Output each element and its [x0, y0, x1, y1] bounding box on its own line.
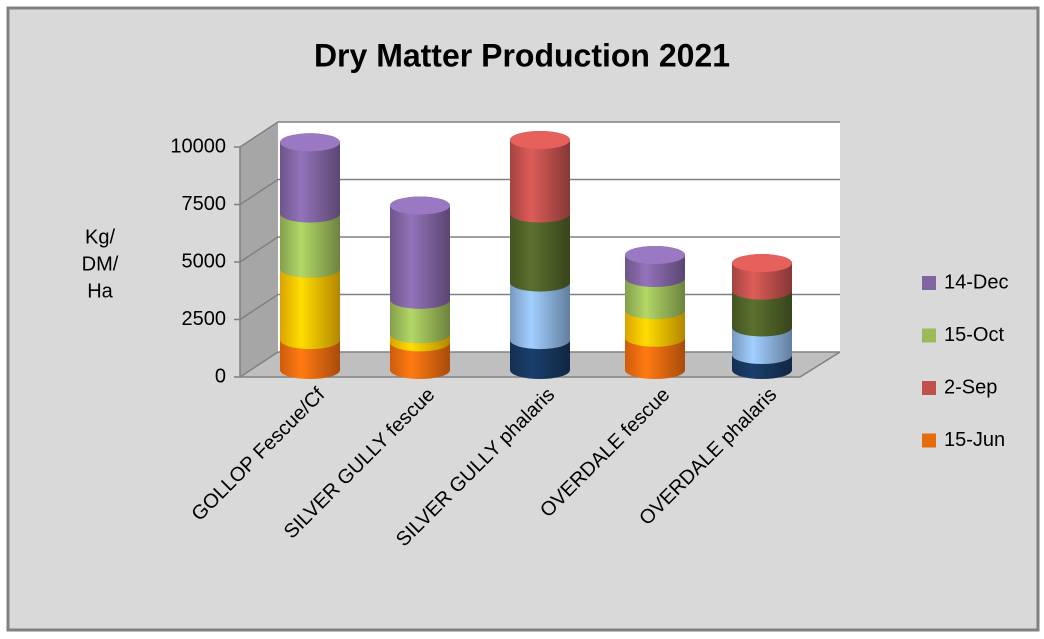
bar-segment [390, 196, 450, 309]
legend-swatch [922, 328, 936, 343]
bar-segment [510, 131, 570, 223]
grid-line [239, 121, 840, 148]
grid-line [239, 178, 840, 206]
chart-title: Dry Matter Production 2021 [314, 37, 730, 73]
bar-segment [510, 204, 570, 292]
legend-label: 2-Sep [944, 376, 997, 398]
bar-cap [625, 246, 685, 264]
bar-cap [280, 133, 340, 152]
y-tick-label: 5000 [182, 250, 227, 272]
bar-segment [280, 259, 340, 350]
bars [280, 131, 792, 379]
bar-cap [390, 196, 450, 215]
y-tick-label: 2500 [182, 308, 227, 330]
legend-label: 15-Oct [944, 324, 1004, 346]
bar-segment [280, 133, 340, 223]
y-axis-label: Kg/ [85, 226, 115, 248]
bar-cap [510, 131, 570, 149]
y-tick-label: 7500 [182, 193, 227, 215]
bar-segment [280, 204, 340, 278]
legend-swatch [922, 276, 936, 290]
y-tick-label: 10000 [170, 135, 226, 157]
y-axis-label: Ha [87, 280, 113, 302]
y-axis-label: DM/ [82, 253, 119, 275]
legend-swatch [922, 381, 936, 395]
bar-cap [732, 254, 792, 273]
legend-swatch [922, 433, 936, 448]
bar-segment [510, 273, 570, 350]
legend-label: 14-Dec [944, 271, 1008, 293]
y-tick-label: 0 [215, 365, 226, 387]
grid-line [239, 236, 840, 263]
legend-label: 15-Jun [944, 429, 1005, 451]
